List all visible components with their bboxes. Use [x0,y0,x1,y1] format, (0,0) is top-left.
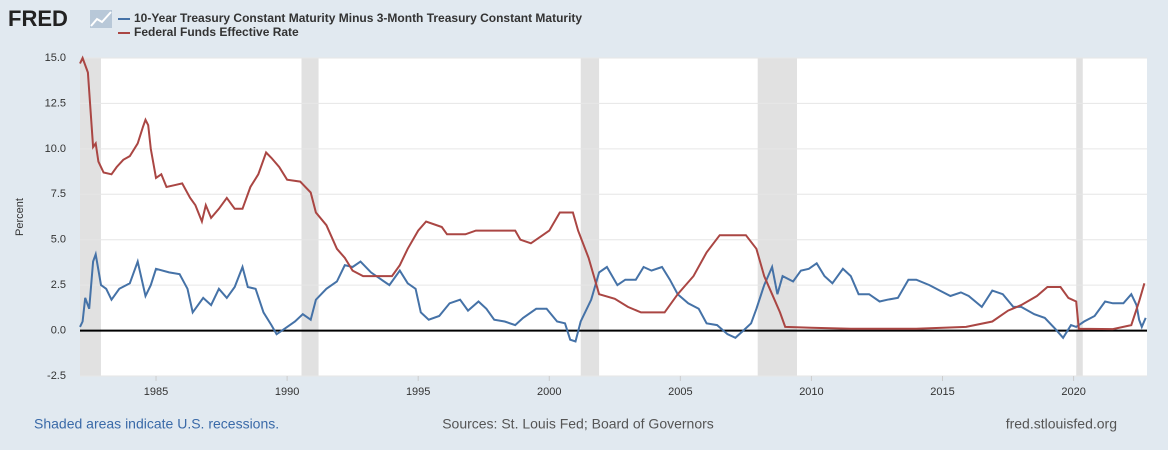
legend-label: 10-Year Treasury Constant Maturity Minus… [134,11,582,25]
footer-note[interactable]: Shaded areas indicate U.S. recessions. [34,416,279,432]
y-tick-label: 7.5 [51,188,66,200]
recession-shade [301,58,319,376]
x-tick-label: 1990 [275,386,299,398]
y-tick-label: 5.0 [51,234,66,246]
x-tick-label: 2000 [537,386,561,398]
x-tick-label: 1995 [406,386,430,398]
y-tick-label: 15.0 [45,52,66,64]
series-line [79,55,1146,331]
y-tick-label: 2.5 [51,279,66,291]
x-tick-label: 1985 [144,386,168,398]
recession-shade [80,58,101,376]
logo-icon [90,10,112,28]
y-tick-label: -2.5 [47,370,66,382]
legend-label: Federal Funds Effective Rate [134,25,299,39]
series-line [79,250,1147,343]
recession-shade [757,58,798,376]
footer-sources: Sources: St. Louis Fed; Board of Governo… [442,416,714,432]
recession-shade [1076,58,1083,376]
recession-shade [580,58,600,376]
x-tick-label: 2010 [799,386,823,398]
footer-url[interactable]: fred.stlouisfed.org [1006,416,1117,432]
y-tick-label: 12.5 [45,97,66,109]
y-tick-label: 0.0 [51,324,66,336]
y-axis-title: Percent [14,198,26,236]
x-tick-label: 2020 [1061,386,1085,398]
x-tick-label: 2015 [930,386,954,398]
plot-area [80,58,1147,376]
y-tick-label: 10.0 [45,143,66,155]
logo: FRED [8,6,68,31]
x-tick-label: 2005 [668,386,692,398]
